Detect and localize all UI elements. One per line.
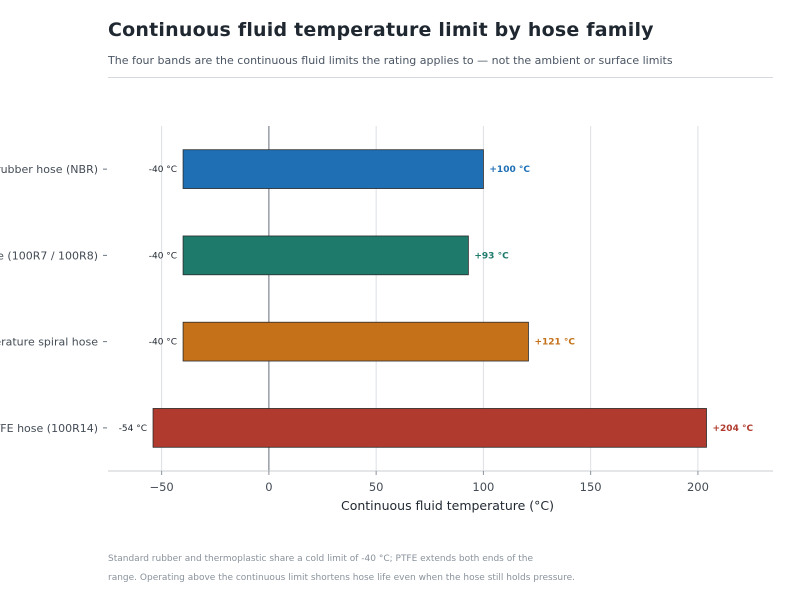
min-value-label-1: -40 °C xyxy=(149,251,177,261)
range-bar-0 xyxy=(182,149,484,189)
range-bar-2 xyxy=(182,321,529,362)
category-label-0: Standard rubber hose (NBR) xyxy=(0,163,98,176)
footnote-line-1: Standard rubber and thermoplastic share … xyxy=(108,554,534,564)
x-tick-label-2: 50 xyxy=(369,480,384,494)
category-label-1: Thermoplastic hose (100R7 / 100R8) xyxy=(0,249,98,262)
min-value-label-0: -40 °C xyxy=(149,165,177,175)
x-axis-label: Continuous fluid temperature (°C) xyxy=(341,498,554,513)
x-tick-label-3: 100 xyxy=(472,480,494,494)
max-value-label-1: +93 °C xyxy=(474,251,509,261)
range-bar-3 xyxy=(152,408,707,448)
chart-title: Continuous fluid temperature limit by ho… xyxy=(108,19,654,41)
chart-subtitle: The four bands are the continuous fluid … xyxy=(108,54,673,67)
x-tick-label-0: −50 xyxy=(149,480,173,494)
max-value-label-0: +100 °C xyxy=(489,165,530,175)
max-value-label-2: +121 °C xyxy=(534,338,575,348)
category-label-3: PTFE hose (100R14) xyxy=(0,422,98,435)
max-value-label-3: +204 °C xyxy=(713,424,754,434)
x-tick-label-1: 0 xyxy=(265,480,272,494)
x-tick-label-5: 200 xyxy=(687,480,709,494)
footnote-line-2: range. Operating above the continuous li… xyxy=(108,573,575,583)
header-divider xyxy=(108,77,773,78)
min-value-label-3: -54 °C xyxy=(119,424,147,434)
category-label-2: High-temperature spiral hose xyxy=(0,336,98,349)
min-value-label-2: -40 °C xyxy=(149,338,177,348)
x-tick-label-4: 150 xyxy=(580,480,602,494)
chart-footnote: Standard rubber and thermoplastic share … xyxy=(108,550,668,588)
range-bar-1 xyxy=(182,235,469,276)
